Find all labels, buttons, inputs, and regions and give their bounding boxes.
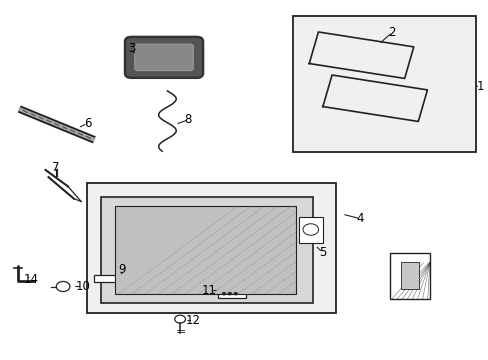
Text: 2: 2 (387, 26, 395, 39)
Bar (389, 253, 429, 299)
FancyBboxPatch shape (217, 281, 245, 298)
Text: 6: 6 (83, 117, 91, 130)
Circle shape (233, 292, 237, 295)
Text: 1: 1 (476, 80, 483, 93)
Text: 11: 11 (202, 284, 217, 297)
Text: 8: 8 (184, 113, 192, 126)
Text: 10: 10 (75, 280, 90, 293)
Bar (87, 183, 335, 314)
Bar (299, 217, 322, 243)
Circle shape (222, 292, 225, 295)
Text: 9: 9 (118, 263, 125, 276)
Text: 7: 7 (51, 161, 59, 174)
Bar (293, 17, 475, 152)
Text: 14: 14 (23, 273, 39, 286)
FancyBboxPatch shape (125, 37, 203, 78)
Bar (101, 197, 312, 303)
Text: 5: 5 (318, 246, 325, 259)
Text: 13: 13 (405, 271, 419, 284)
Text: 4: 4 (356, 212, 364, 225)
Bar (115, 206, 295, 294)
Text: 12: 12 (185, 314, 201, 327)
Text: 3: 3 (127, 41, 135, 54)
Circle shape (227, 292, 231, 295)
Bar (400, 262, 418, 289)
Bar (94, 275, 205, 282)
FancyBboxPatch shape (135, 44, 193, 71)
